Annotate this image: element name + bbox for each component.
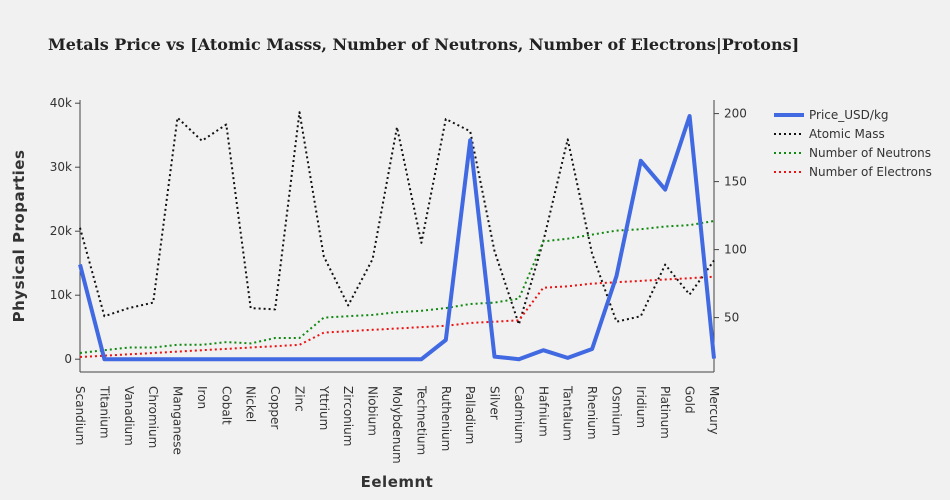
y-axis-title: Physical Proparties bbox=[10, 150, 28, 323]
y-left-tick-label: 0 bbox=[64, 352, 72, 366]
series-line-0 bbox=[78, 114, 716, 362]
x-tick-label: Yttrium bbox=[317, 385, 331, 430]
y-left-tick-label: 20k bbox=[50, 224, 72, 238]
x-tick-label: Vanadium bbox=[122, 386, 136, 446]
x-tick-label: Zirconium bbox=[341, 386, 355, 446]
y-left-tick-label: 10k bbox=[50, 288, 72, 302]
x-tick-label: Niobium bbox=[366, 386, 380, 436]
legend-item[interactable]: Number of Neutrons bbox=[774, 146, 931, 160]
chart-title: Metals Price vs [Atomic Masss, Number of… bbox=[48, 35, 799, 54]
y-right-tick-label: 50 bbox=[724, 311, 739, 325]
x-tick-label: Hafnium bbox=[536, 386, 550, 437]
x-ticks: Scandium Titanium Vanadium Chromium Manganes… bbox=[73, 385, 721, 464]
x-tick-label: Chromium bbox=[146, 386, 160, 448]
x-tick-label: Nickel bbox=[244, 386, 258, 422]
y-right-tick-label: 100 bbox=[724, 243, 747, 257]
y-left-tick-label: 40k bbox=[50, 96, 72, 110]
y-left-ticks: 0 10k 20k 30k 40k bbox=[50, 96, 80, 366]
x-tick-label: Cobalt bbox=[219, 386, 233, 425]
x-tick-label: Rhenium bbox=[585, 386, 599, 440]
x-tick-label: Iridium bbox=[634, 386, 648, 428]
legend-item[interactable]: Price_USD/kg bbox=[774, 108, 889, 122]
x-tick-label: Ruthenium bbox=[439, 386, 453, 451]
x-tick-label: Mercury bbox=[707, 386, 721, 435]
plot-area bbox=[78, 111, 716, 362]
x-tick-label: Silver bbox=[488, 386, 502, 420]
x-tick-label: Gold bbox=[683, 386, 697, 414]
x-tick-label: Palladium bbox=[463, 386, 477, 444]
legend-label: Atomic Mass bbox=[809, 127, 885, 141]
legend-item[interactable]: Atomic Mass bbox=[774, 127, 885, 141]
x-tick-label: Platinum bbox=[658, 386, 672, 439]
legend[interactable]: Price_USD/kg Atomic Mass Number of Neutron… bbox=[774, 108, 932, 179]
legend-label: Number of Neutrons bbox=[809, 146, 931, 160]
y-right-ticks: 50 100 150 200 bbox=[714, 107, 747, 325]
legend-label: Price_USD/kg bbox=[809, 108, 889, 122]
x-axis-title: Eelemnt bbox=[361, 473, 434, 491]
legend-item[interactable]: Number of Electrons bbox=[774, 165, 932, 179]
x-tick-label: Manganese bbox=[171, 386, 185, 455]
x-tick-label: Technetium bbox=[414, 385, 428, 455]
y-right-tick-label: 200 bbox=[724, 107, 747, 121]
x-tick-label: Tantalum bbox=[561, 385, 575, 441]
series-line-3 bbox=[79, 275, 715, 358]
y-left-tick-label: 30k bbox=[50, 160, 72, 174]
x-tick-label: Copper bbox=[268, 386, 282, 429]
y-right-tick-label: 150 bbox=[724, 175, 747, 189]
x-tick-label: Scandium bbox=[73, 386, 87, 445]
legend-label: Number of Electrons bbox=[809, 165, 932, 179]
x-tick-label: Iron bbox=[195, 386, 209, 409]
x-tick-label: Titanium bbox=[97, 385, 111, 439]
x-tick-label: Molybdenum bbox=[390, 386, 404, 464]
x-tick-label: Cadmium bbox=[512, 386, 526, 444]
x-tick-label: Osmium bbox=[609, 386, 623, 436]
series-line-1 bbox=[79, 111, 715, 326]
x-tick-label: Zinc bbox=[292, 386, 306, 412]
axes bbox=[79, 100, 715, 373]
series-line-2 bbox=[79, 220, 715, 354]
